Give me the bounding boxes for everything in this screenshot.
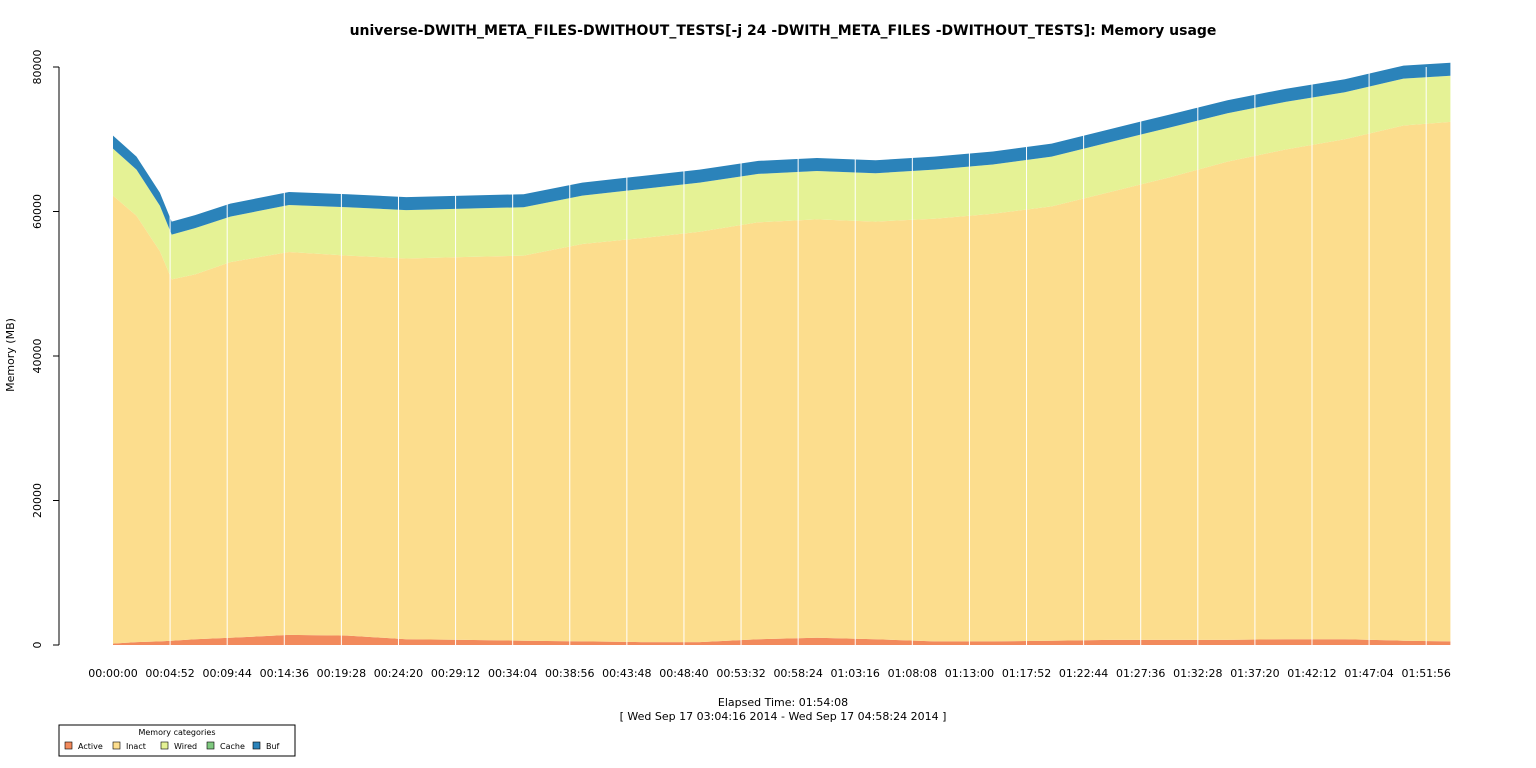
y-tick-label: 40000 bbox=[31, 339, 44, 374]
x-tick-label: 01:03:16 bbox=[831, 667, 880, 680]
x-tick-label: 00:34:04 bbox=[488, 667, 537, 680]
legend-title: Memory categories bbox=[138, 728, 215, 737]
x-tick-label: 01:17:52 bbox=[1002, 667, 1051, 680]
x-tick-label: 00:24:20 bbox=[374, 667, 423, 680]
vertical-grid bbox=[169, 67, 1427, 645]
legend-box bbox=[58, 724, 296, 757]
x-tick-label: 01:08:08 bbox=[888, 667, 937, 680]
y-tick-label: 0 bbox=[31, 642, 44, 649]
legend-label-cache: Cache bbox=[220, 742, 245, 751]
legend-label-wired: Wired bbox=[174, 742, 197, 751]
y-tick-label: 60000 bbox=[31, 194, 44, 229]
legend-swatch-active bbox=[64, 741, 73, 750]
x-tick-label: 00:14:36 bbox=[260, 667, 309, 680]
y-tick-label: 20000 bbox=[31, 483, 44, 518]
x-tick-label: 01:27:36 bbox=[1116, 667, 1165, 680]
y-axis: 0 20000 40000 60000 80000 bbox=[31, 50, 60, 649]
legend-swatch-inact bbox=[112, 741, 121, 750]
x-tick-label: 00:53:32 bbox=[716, 667, 765, 680]
x-tick-label: 01:37:20 bbox=[1230, 667, 1279, 680]
x-tick-label: 00:09:44 bbox=[202, 667, 251, 680]
x-tick-label: 01:42:12 bbox=[1287, 667, 1336, 680]
x-axis-label: Elapsed Time: 01:54:08 bbox=[718, 696, 848, 709]
x-tick-label: 00:19:28 bbox=[317, 667, 366, 680]
legend-swatch-cache bbox=[206, 741, 215, 750]
x-tick-label: 00:43:48 bbox=[602, 667, 651, 680]
x-tick-label: 01:32:28 bbox=[1173, 667, 1222, 680]
x-tick-label: 00:58:24 bbox=[773, 667, 822, 680]
x-tick-label: 00:29:12 bbox=[431, 667, 480, 680]
legend-label-active: Active bbox=[78, 742, 103, 751]
legend-label-buf: Buf bbox=[266, 742, 280, 751]
x-tick-label: 00:48:40 bbox=[659, 667, 708, 680]
chart-title: universe-DWITH_META_FILES-DWITHOUT_TESTS… bbox=[350, 23, 1217, 39]
area-series-wired bbox=[113, 75, 1451, 280]
legend: Memory categories Active Inact Wired Cache B… bbox=[58, 724, 296, 757]
x-axis: 00:00:00 00:04:52 00:09:44 00:14:36 00:19:28… bbox=[88, 667, 1451, 680]
y-axis-label: Memory (MB) bbox=[4, 318, 17, 392]
time-range-subtitle: [ Wed Sep 17 03:04:16 2014 - Wed Sep 17 … bbox=[620, 710, 947, 723]
plot-area bbox=[113, 62, 1451, 645]
x-tick-label: 00:00:00 bbox=[88, 667, 137, 680]
legend-label-inact: Inact bbox=[126, 742, 146, 751]
x-tick-label: 01:22:44 bbox=[1059, 667, 1108, 680]
x-tick-label: 01:13:00 bbox=[945, 667, 994, 680]
x-tick-label: 00:38:56 bbox=[545, 667, 594, 680]
area-series-active bbox=[113, 634, 1451, 645]
x-tick-label: 00:04:52 bbox=[145, 667, 194, 680]
x-tick-label: 01:47:04 bbox=[1344, 667, 1393, 680]
legend-swatch-buf bbox=[252, 741, 261, 750]
legend-swatch-wired bbox=[160, 741, 169, 750]
y-tick-label: 80000 bbox=[31, 50, 44, 85]
x-tick-label: 01:51:56 bbox=[1401, 667, 1450, 680]
area-series-inact bbox=[113, 121, 1451, 644]
